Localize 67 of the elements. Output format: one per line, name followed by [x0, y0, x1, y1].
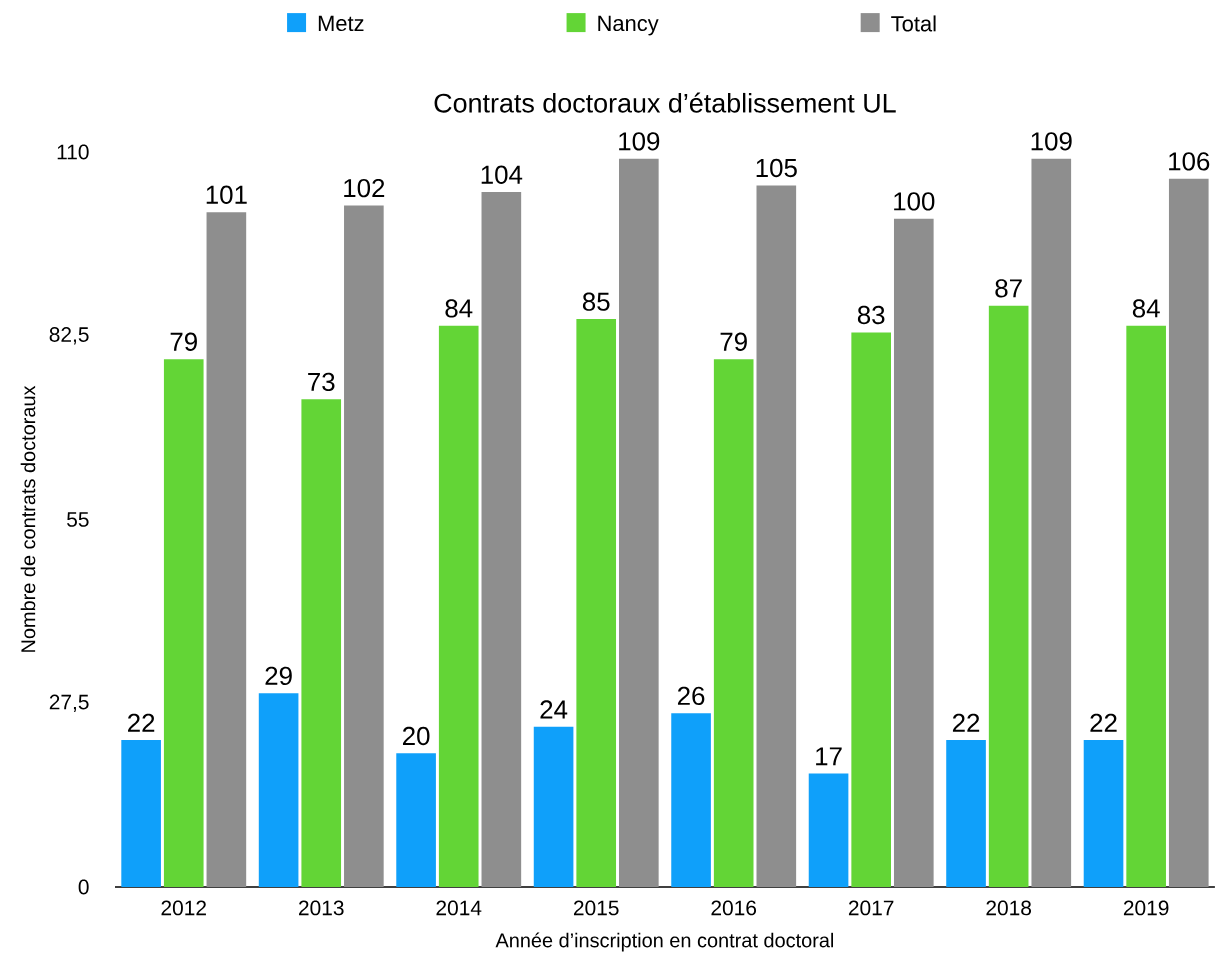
bar: [301, 399, 342, 887]
data-label: 101: [206, 185, 247, 204]
x-tick-label: 2017: [848, 900, 894, 916]
bar: [619, 158, 659, 887]
data-label: 104: [481, 165, 523, 184]
data-label: 84: [445, 299, 473, 318]
y-tick-label: 110: [57, 144, 89, 160]
bar: [713, 359, 754, 887]
bar: [121, 740, 161, 887]
data-label: 29: [265, 666, 292, 686]
bar: [438, 325, 479, 887]
legend-label: Metz: [318, 15, 364, 32]
bar: [1126, 325, 1166, 887]
data-label: 20: [402, 726, 430, 746]
data-label: 22: [952, 713, 980, 732]
y-tick-label: 27,5: [49, 694, 89, 712]
x-tick-label: 2019: [1123, 900, 1169, 916]
data-label: 73: [308, 372, 335, 392]
legend-label: Nancy: [598, 15, 659, 36]
x-tick-label: 2014: [436, 900, 482, 916]
data-label: 109: [1031, 132, 1072, 151]
x-tick-label: 2012: [161, 900, 206, 916]
bar: [344, 205, 384, 887]
bar: [756, 185, 797, 887]
y-tick-label: 82,5: [49, 327, 89, 345]
y-axis-title: Nombre de contrats doctoraux: [20, 385, 36, 652]
data-label: 106: [1169, 152, 1210, 171]
bar: [851, 332, 891, 887]
bar: [533, 726, 574, 887]
bar: [671, 713, 711, 887]
x-tick-label: 2015: [573, 900, 619, 916]
bar: [206, 212, 247, 887]
legend-label: Total: [891, 15, 936, 32]
x-tick-label: 2018: [986, 900, 1032, 916]
data-label: 84: [1132, 299, 1160, 318]
x-axis-title: Année d’inscription en contrat doctoral: [495, 932, 834, 952]
data-label: 24: [540, 700, 568, 719]
data-label: 87: [995, 279, 1022, 298]
x-tick-label: 2016: [711, 900, 757, 916]
bar: [893, 218, 934, 887]
data-label: 100: [894, 192, 935, 211]
data-label: 79: [720, 332, 747, 351]
data-label: 79: [170, 332, 197, 351]
bar: [988, 305, 1029, 887]
bar: [258, 693, 299, 887]
bar: [163, 359, 204, 887]
y-tick-label: 55: [67, 512, 89, 527]
bar: [946, 740, 986, 887]
data-label: 83: [857, 305, 885, 325]
bar: [481, 192, 522, 887]
bar: [808, 773, 849, 887]
data-label: 26: [677, 686, 705, 706]
data-label: 105: [756, 158, 797, 178]
data-label: 17: [816, 747, 842, 766]
data-label: 102: [344, 178, 385, 198]
x-tick-label: 2013: [299, 900, 344, 916]
bar: [1083, 740, 1124, 887]
data-label: 109: [619, 132, 660, 151]
data-label: 22: [128, 713, 155, 732]
bar: [396, 753, 436, 887]
bar: [1168, 178, 1209, 887]
bar: [1031, 158, 1072, 887]
data-label: 22: [1090, 713, 1117, 732]
bar: [576, 319, 617, 887]
chart-title: Contrats doctoraux d’établissement UL: [434, 92, 896, 113]
data-label: 85: [582, 292, 610, 311]
y-tick-label: 0: [78, 879, 89, 895]
